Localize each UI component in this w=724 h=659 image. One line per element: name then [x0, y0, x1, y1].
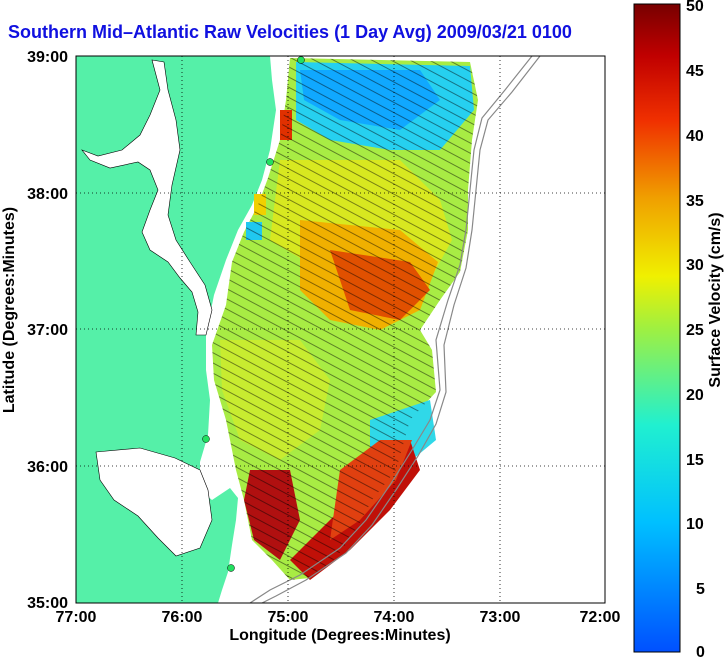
y-axis-label: Latitude (Degrees:Minutes) [1, 207, 18, 413]
y-tick-label: 38:00 [27, 186, 68, 203]
grid-lines [76, 56, 605, 603]
colorbar-tick: 20 [686, 387, 704, 404]
colorbar-label: Surface Velocity (cm/s) [707, 212, 724, 387]
station-marker [266, 158, 274, 166]
colorbar-tick: 45 [686, 63, 704, 80]
colorbar-tick: 10 [686, 516, 704, 533]
x-tick-label: 77:00 [56, 609, 97, 626]
x-tick-label: 75:00 [268, 609, 309, 626]
x-tick-label: 76:00 [162, 609, 203, 626]
isobath-line [249, 56, 533, 603]
map-title: Southern Mid–Atlantic Raw Velocities (1 … [8, 22, 572, 42]
x-tick-label: 72:00 [580, 609, 621, 626]
colorbar-tick: 25 [686, 322, 704, 339]
station-marker [202, 435, 210, 443]
pamlico-sound [95, 447, 213, 557]
y-tick-label: 36:00 [27, 459, 68, 476]
x-axis-label: Longitude (Degrees:Minutes) [229, 627, 450, 644]
colorbar-tick: 35 [686, 193, 704, 210]
station-marker [297, 56, 305, 64]
plot-area [75, 55, 606, 604]
isobath-line-2 [261, 56, 541, 603]
velocity-vectors [212, 58, 478, 580]
x-tick-labels: 77:00 76:00 75:00 74:00 73:00 72:00 [56, 609, 621, 626]
plot-frame [75, 55, 606, 604]
colorbar-tick: 5 [696, 581, 705, 598]
station-marker [227, 564, 235, 572]
colorbar-scale [633, 3, 681, 653]
colorbar-tick: 40 [686, 128, 704, 145]
x-tick-label: 73:00 [480, 609, 521, 626]
chesapeake-bay [81, 59, 213, 336]
y-tick-label: 37:00 [27, 322, 68, 339]
colorbar-tick: 0 [696, 644, 705, 659]
y-tick-labels: 39:00 38:00 37:00 36:00 35:00 [27, 49, 68, 612]
colorbar-tick: 50 [686, 0, 704, 15]
y-tick-label: 39:00 [27, 49, 68, 66]
colorbar: 50 45 40 35 30 25 20 15 10 5 0 Surface V… [633, 0, 724, 659]
colorbar-tick: 30 [686, 257, 704, 274]
x-tick-label: 74:00 [374, 609, 415, 626]
y-tick-label: 35:00 [27, 595, 68, 612]
colorbar-tick: 15 [686, 452, 704, 469]
